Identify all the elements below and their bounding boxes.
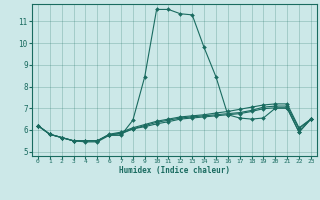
X-axis label: Humidex (Indice chaleur): Humidex (Indice chaleur) xyxy=(119,166,230,175)
